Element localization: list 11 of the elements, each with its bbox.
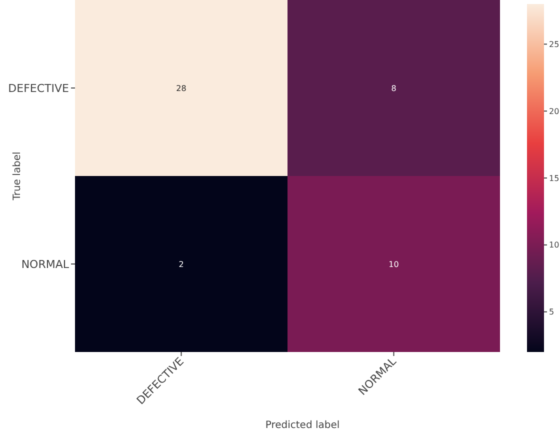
color-bar-label: 25 bbox=[549, 40, 560, 49]
color-bar-label: 15 bbox=[549, 174, 560, 183]
color-bar-label: 10 bbox=[549, 240, 560, 250]
x-axis-title: Predicted label bbox=[265, 420, 340, 431]
data-label: 28 bbox=[176, 84, 186, 93]
data-label: 8 bbox=[391, 84, 396, 93]
data-label: 2 bbox=[178, 260, 184, 269]
color-bar-label: 20 bbox=[549, 106, 560, 116]
color-bar-label: 5 bbox=[549, 308, 554, 317]
data-label: 10 bbox=[388, 260, 399, 269]
y-axis-title: True label bbox=[12, 152, 23, 202]
